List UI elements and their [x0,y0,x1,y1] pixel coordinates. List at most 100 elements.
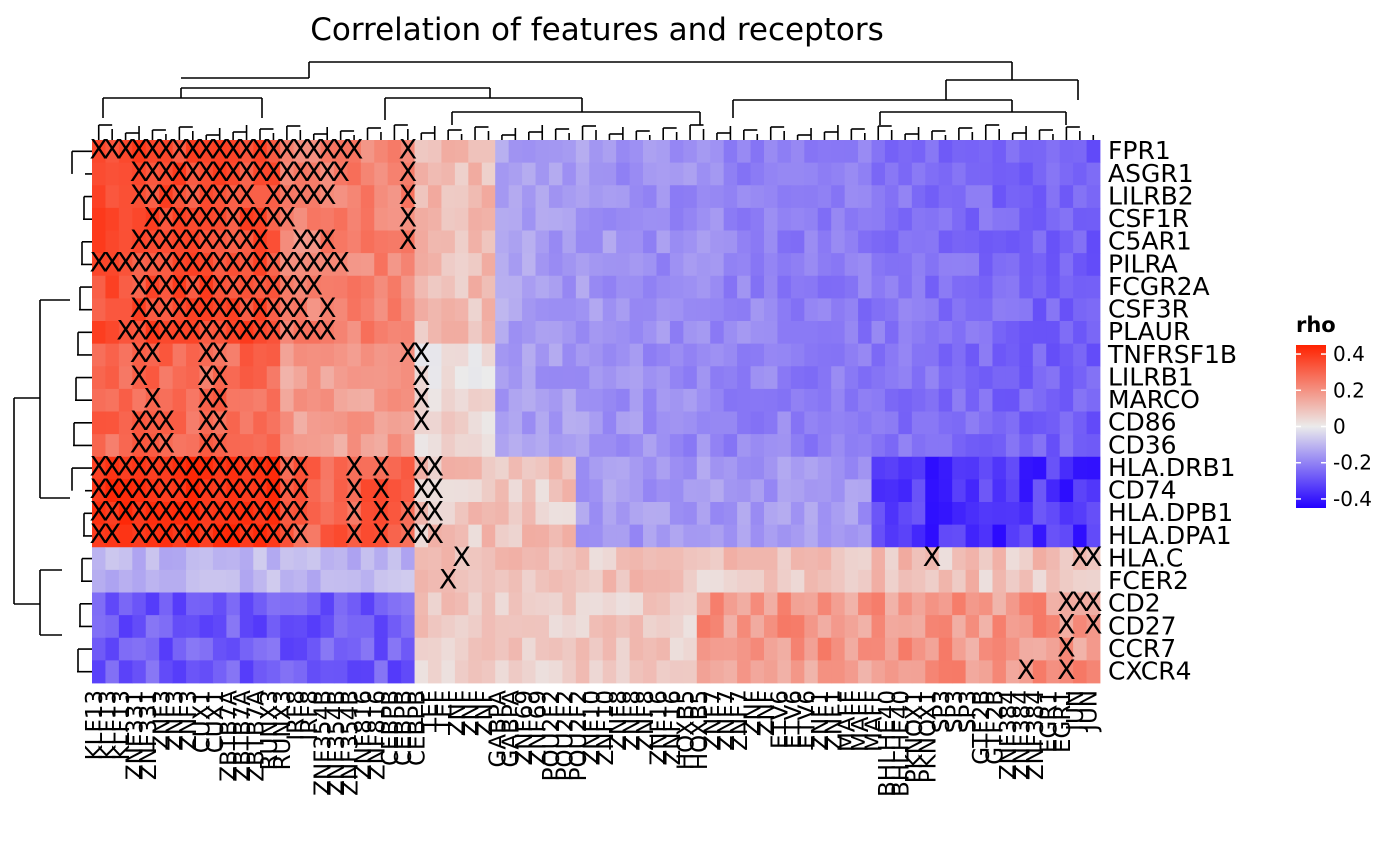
heatmap-cell [965,456,980,480]
heatmap-cell [522,502,536,526]
heatmap-cell [925,298,940,322]
heatmap-cell [307,298,321,322]
heatmap-cell [884,207,899,231]
heatmap-cell [495,637,510,661]
significance-marker: X [425,474,444,505]
heatmap-cell [199,479,214,503]
column-label: ZNF [458,690,484,736]
significance-marker: X [197,293,216,324]
heatmap-cell [92,321,106,345]
heatmap-cell [1046,230,1061,254]
heatmap-cell [1019,162,1034,186]
heatmap-cell [172,502,187,526]
significance-marker: X [291,135,310,166]
heatmap-cell [414,207,429,231]
heatmap-cell [643,366,657,390]
column-label: JUN [1063,690,1089,733]
column-label: EGR1 [1050,690,1076,753]
heatmap-cell [777,547,792,571]
heatmap-cell [172,411,187,435]
heatmap-cell [1073,321,1087,345]
heatmap-cell [831,434,846,458]
heatmap-cell [522,140,536,164]
heatmap-cell [979,140,993,164]
heatmap-cell [333,366,348,390]
heatmap-cell [952,162,966,186]
heatmap-cell [925,253,940,277]
heatmap-cell [132,343,147,367]
heatmap-cell [495,162,510,186]
heatmap-cell [1032,275,1047,299]
heatmap-cell [938,660,953,684]
heatmap-cell [562,434,577,458]
heatmap-cell [764,162,778,186]
heatmap-cell [266,275,281,299]
heatmap-cell [239,388,254,412]
heatmap-cell [105,411,120,435]
heatmap-cell [616,524,630,548]
heatmap-cell [696,366,711,390]
heatmap-cell [266,524,281,548]
heatmap-cell [1086,592,1101,616]
heatmap-cell [911,637,926,661]
heatmap-cell [199,547,214,571]
heatmap-cell [280,592,294,616]
heatmap-cell [938,162,953,186]
heatmap-cell [374,388,389,412]
heatmap-cell [307,660,321,684]
heatmap-cell [898,660,913,684]
heatmap-cell [1086,434,1101,458]
heatmap-cell [777,388,792,412]
heatmap-cell [575,162,590,186]
heatmap-cell [562,207,577,231]
heatmap-cell [481,207,496,231]
heatmap-cell [495,343,510,367]
row-label: FCER2 [1108,566,1189,595]
heatmap-cell [804,411,819,435]
heatmap-cell [172,615,187,639]
heatmap-cell [723,524,738,548]
heatmap-cell [804,207,819,231]
heatmap-cell [844,524,859,548]
heatmap-cell [118,140,133,164]
significance-marker: X [210,180,229,211]
significance-marker: X [210,225,229,256]
heatmap-cell [979,434,993,458]
heatmap-cell [548,185,563,209]
heatmap-cell [1032,298,1047,322]
heatmap-cell [575,615,590,639]
heatmap-cell [481,411,496,435]
heatmap-cell [562,592,577,616]
heatmap-cell [1073,230,1087,254]
heatmap-cell [172,569,187,593]
heatmap-cell [1046,366,1061,390]
heatmap-cell [683,502,698,526]
heatmap-cell [374,140,389,164]
heatmap-cell [696,298,711,322]
heatmap-cell [602,660,617,684]
heatmap-cell [212,343,227,367]
heatmap-cell [965,411,980,435]
heatmap-cell [764,321,778,345]
significance-marker: X [251,519,270,550]
heatmap-cell [817,479,832,503]
heatmap-cell [212,366,227,390]
heatmap-cell [750,615,765,639]
heatmap-cell [858,185,872,209]
heatmap-cell [616,140,630,164]
heatmap-cell [307,592,321,616]
heatmap-cell [575,388,590,412]
heatmap-cell [495,411,510,435]
heatmap-cell [898,524,913,548]
heatmap-cell [105,140,120,164]
heatmap-cell [817,615,832,639]
significance-marker: X [170,248,189,279]
significance-marker: X [372,474,391,505]
heatmap-cell [992,162,1007,186]
heatmap-cell [562,230,577,254]
heatmap-cell [428,434,442,458]
heatmap-cell [871,479,886,503]
column-label: ETV6 [781,690,807,749]
heatmap-cell [750,637,765,661]
